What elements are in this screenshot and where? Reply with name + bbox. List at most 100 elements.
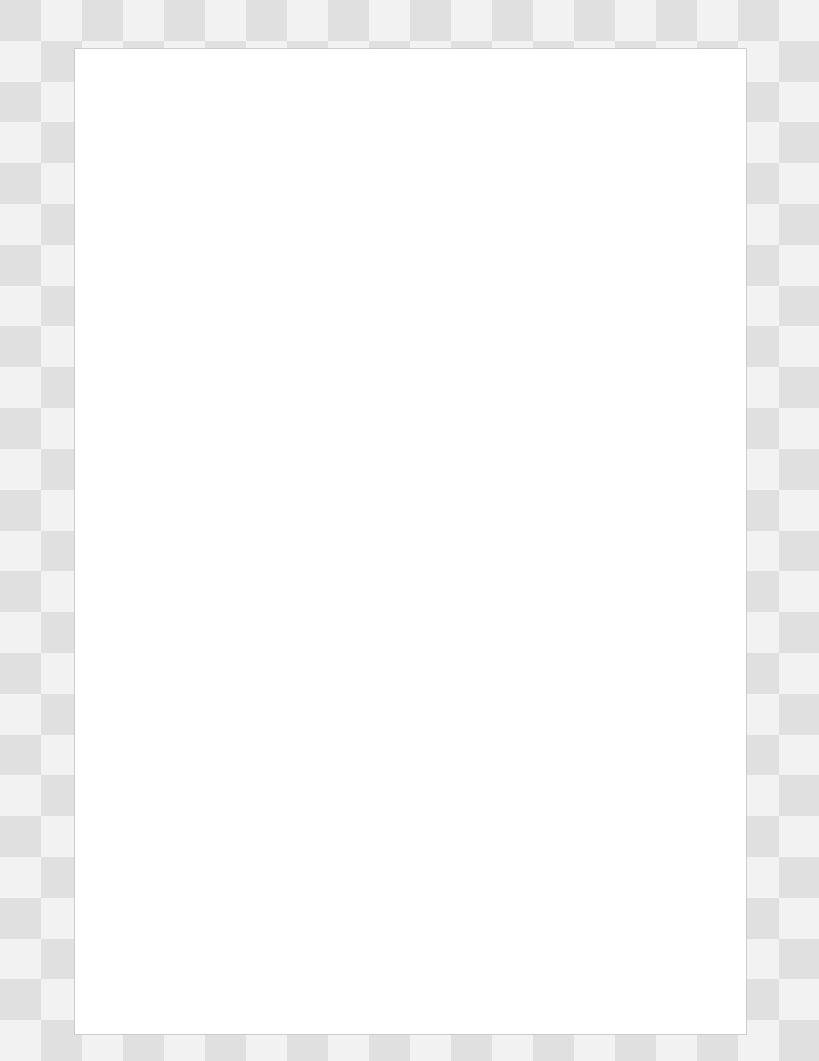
- Text: Coupling: Coupling: [396, 413, 409, 442]
- Circle shape: [280, 450, 297, 475]
- Circle shape: [296, 523, 314, 549]
- Circle shape: [307, 424, 324, 450]
- Text: )  melalui  hubungan  eter  dalam  sebuah  reaksi  yang  juga  dikatalisis  oleh: ) melalui hubungan eter dalam sebuah rea…: [144, 960, 631, 971]
- Text: thyroid-stimulating: thyroid-stimulating: [608, 647, 710, 658]
- Circle shape: [189, 464, 214, 500]
- Text: Thyroid: Thyroid: [259, 586, 298, 594]
- Text: TPO: TPO: [438, 370, 455, 377]
- Ellipse shape: [250, 239, 307, 310]
- Text: −: −: [362, 336, 373, 349]
- Circle shape: [355, 326, 379, 362]
- Text: besar  yang  terdiri  dari  2769  asam  amino.  Iodotirosin  di  dalam  Tg  kemu: besar yang terdiri dari 2769 asam amino.…: [97, 927, 658, 938]
- Text: cAMP: cAMP: [480, 236, 500, 245]
- Text: diserap  dari  intestinal  dalam  bentuk  iodida.  Setelah  iodida  masuk  ke  k: diserap dari intestinal dalam bentuk iod…: [97, 798, 627, 807]
- Circle shape: [325, 571, 339, 591]
- Ellipse shape: [262, 457, 296, 497]
- Text: Kelenjar  tiroid  terlebih  dahulu  membentuk  hormon  tiroid  dari  bahan  baku: Kelenjar tiroid terlebih dahulu membentu…: [97, 765, 626, 775]
- Circle shape: [373, 525, 386, 544]
- FancyBboxPatch shape: [472, 125, 515, 168]
- Text: I⁺: I⁺: [621, 161, 628, 171]
- Text: Pituitary: Pituitary: [256, 344, 301, 352]
- Text: Follicular
cell: Follicular cell: [618, 309, 663, 330]
- Text: +: +: [197, 476, 206, 486]
- Text: Apical: Apical: [376, 344, 400, 353]
- Circle shape: [233, 424, 251, 450]
- Ellipse shape: [265, 197, 292, 238]
- Circle shape: [229, 445, 247, 470]
- Circle shape: [561, 153, 594, 199]
- Ellipse shape: [285, 450, 346, 563]
- Text: coupling: coupling: [97, 960, 143, 970]
- Circle shape: [189, 326, 214, 362]
- Text: −: −: [362, 172, 373, 185]
- Text: T: T: [423, 77, 429, 87]
- Circle shape: [494, 245, 568, 353]
- Circle shape: [260, 450, 277, 475]
- Text: Basal: Basal: [378, 236, 400, 245]
- Text: (TRH)  yang  merangsang  kelenjar  hipofisis  menyekresikan: (TRH) yang merangsang kelenjar hipofisis…: [154, 647, 491, 658]
- Text: 4: 4: [431, 88, 436, 94]
- Text: Kelenjar  hipotalamus  menyekresikan  hormon  hipofisiotropik: Kelenjar hipotalamus menyekresikan hormo…: [97, 615, 467, 625]
- Text: T: T: [292, 630, 297, 640]
- Text: 4: 4: [264, 643, 268, 648]
- Text: hormone: hormone: [97, 680, 145, 691]
- Circle shape: [366, 571, 379, 591]
- Text: Iodination: Iodination: [490, 437, 523, 443]
- Text: DIT: DIT: [396, 351, 410, 360]
- Circle shape: [346, 584, 360, 604]
- Text: 3: 3: [299, 643, 303, 648]
- Circle shape: [318, 500, 387, 603]
- Circle shape: [355, 161, 379, 196]
- Text: TRH: TRH: [162, 308, 178, 316]
- Text: Tg: Tg: [499, 295, 509, 303]
- Text: TSH-R: TSH-R: [482, 143, 505, 150]
- Circle shape: [226, 474, 243, 500]
- Circle shape: [366, 511, 379, 530]
- Text: T: T: [253, 630, 259, 640]
- Text: hormone: hormone: [97, 647, 145, 658]
- Circle shape: [325, 511, 339, 530]
- FancyBboxPatch shape: [170, 139, 387, 464]
- Ellipse shape: [255, 260, 289, 299]
- Text: 3: 3: [411, 88, 415, 94]
- Circle shape: [423, 340, 469, 407]
- Ellipse shape: [405, 123, 615, 495]
- Ellipse shape: [211, 450, 272, 563]
- Text: TSH: TSH: [163, 455, 178, 465]
- Text: thyrotropin-releasing: thyrotropin-releasing: [608, 615, 721, 625]
- Text: Sintesis dan Mekanisme Umpan Balik Hormon Tiroid: Sintesis dan Mekanisme Umpan Balik Hormo…: [87, 80, 482, 92]
- Circle shape: [335, 502, 348, 522]
- Text: tiroid.: tiroid.: [97, 713, 129, 723]
- Circle shape: [317, 541, 330, 561]
- Circle shape: [243, 523, 260, 549]
- Circle shape: [314, 474, 331, 500]
- Text: reaktif  ditambahkan  ke  residu  tirosil  tertentu  di  dalam  tiroglobulin  (T: reaktif ditambahkan ke residu tirosil te…: [97, 895, 651, 906]
- Circle shape: [310, 445, 328, 470]
- Circle shape: [223, 493, 240, 520]
- Circle shape: [269, 454, 287, 480]
- Text: Hypothalamus: Hypothalamus: [238, 156, 299, 166]
- Ellipse shape: [240, 160, 317, 215]
- Circle shape: [243, 445, 260, 470]
- Circle shape: [357, 502, 370, 522]
- Text: Tg + I⁻: Tg + I⁻: [453, 433, 480, 442]
- Text: T: T: [403, 77, 409, 87]
- Circle shape: [346, 499, 360, 519]
- Circle shape: [319, 557, 333, 577]
- Circle shape: [300, 474, 318, 500]
- Circle shape: [373, 557, 386, 577]
- Circle shape: [374, 541, 388, 561]
- Circle shape: [319, 525, 333, 544]
- FancyBboxPatch shape: [269, 210, 288, 250]
- Text: dan  ditranspor  menuju  membran  apikal  dari  sel  folikular  tiroid,  dimana : dan ditranspor menuju membran apikal dar…: [147, 830, 638, 840]
- Text: trapping: trapping: [97, 830, 143, 840]
- Circle shape: [233, 504, 251, 529]
- Text: dioksidasi  menjadi  iodium  oleh  enzim  tiroid  peroksidase  dan  hidrogen  pe: dioksidasi menjadi iodium oleh enzim tir…: [97, 863, 631, 872]
- Circle shape: [357, 580, 370, 601]
- Text: Peripheral
actions: Peripheral actions: [252, 690, 305, 710]
- Circle shape: [296, 445, 314, 470]
- Circle shape: [307, 504, 324, 529]
- Circle shape: [317, 493, 334, 520]
- Circle shape: [335, 525, 370, 576]
- Circle shape: [335, 580, 348, 601]
